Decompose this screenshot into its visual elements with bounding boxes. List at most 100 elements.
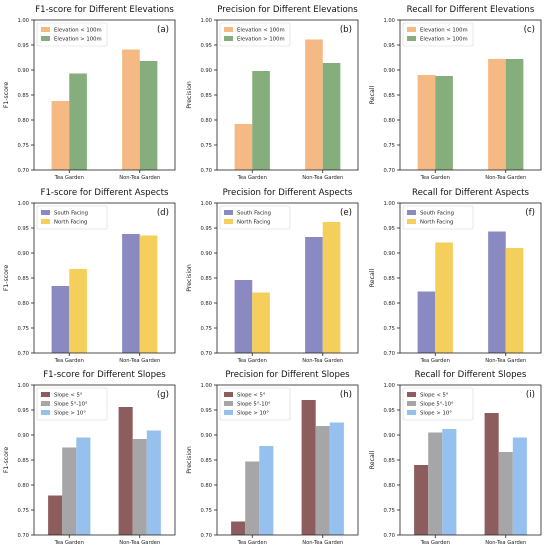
y-tick-label: 0.80 xyxy=(17,483,29,489)
y-tick-label: 0.75 xyxy=(200,508,212,514)
y-tick-label: 1.00 xyxy=(383,18,395,24)
y-tick-label: 0.80 xyxy=(383,483,395,489)
y-tick-label: 1.00 xyxy=(383,201,395,207)
panel-label: (e) xyxy=(340,208,352,218)
legend xyxy=(219,387,291,421)
x-tick-label: Tea Garden xyxy=(237,540,267,546)
legend xyxy=(219,205,291,230)
chart-panel-c: Recall for Different Elevations 0.70 0.75 0… xyxy=(369,5,542,181)
chart-panel-d: F1-score for Different Aspects 0.70 0.75 0.… xyxy=(3,188,176,364)
y-tick-label: 0.90 xyxy=(200,68,212,74)
legend-label: Slope < 5° xyxy=(420,393,449,399)
legend-label: Slope > 10° xyxy=(54,411,86,417)
bar xyxy=(146,430,161,535)
y-tick-label: 0.85 xyxy=(17,458,29,464)
legend xyxy=(36,22,108,47)
x-tick-label: Non-Tea Garden xyxy=(119,540,160,546)
legend xyxy=(402,387,474,421)
panel-label: (f) xyxy=(525,208,535,218)
x-tick-label: Tea Garden xyxy=(237,358,267,364)
bar xyxy=(305,237,323,353)
x-tick-label: Tea Garden xyxy=(54,540,84,546)
chart-panel-h: Precision for Different Slopes 0.70 0.75 0.… xyxy=(186,370,359,546)
legend-swatch xyxy=(41,392,50,397)
y-axis-label: Precision xyxy=(186,264,193,292)
bar xyxy=(322,63,341,170)
bar xyxy=(305,39,323,170)
plot-frame xyxy=(399,202,542,354)
plot-frame xyxy=(33,384,176,536)
bar xyxy=(122,234,140,353)
bar xyxy=(322,222,341,353)
y-tick-label: 1.00 xyxy=(17,383,29,389)
bar xyxy=(484,413,499,535)
legend-swatch xyxy=(224,219,233,224)
legend-swatch xyxy=(407,392,416,397)
bar xyxy=(417,291,436,353)
bar xyxy=(329,422,344,535)
bar xyxy=(132,439,147,535)
legend-label: Slope 5°-10° xyxy=(237,402,271,408)
y-tick-label: 0.80 xyxy=(200,301,212,307)
y-tick-label: 0.80 xyxy=(17,118,29,124)
y-tick-label: 0.70 xyxy=(17,351,29,357)
y-axis-label: F1-score xyxy=(3,82,10,109)
x-tick-label: Tea Garden xyxy=(420,358,450,364)
bar xyxy=(442,429,457,535)
legend-label: Elevation < 100m xyxy=(237,28,285,34)
legend-swatch xyxy=(224,410,233,415)
y-tick-label: 0.85 xyxy=(17,93,29,99)
y-tick-label: 0.95 xyxy=(17,43,29,49)
x-tick-label: Non-Tea Garden xyxy=(119,175,160,181)
y-tick-label: 0.90 xyxy=(383,68,395,74)
x-tick-label: Tea Garden xyxy=(237,175,267,181)
bar xyxy=(69,73,87,170)
y-tick-label: 0.95 xyxy=(383,226,395,232)
chart-panel-f: Recall for Different Aspects 0.70 0.75 0.80… xyxy=(369,188,542,364)
y-tick-label: 1.00 xyxy=(200,201,212,207)
chart-title: F1-score for Different Aspects xyxy=(41,188,169,198)
legend-label: Slope 5°-10° xyxy=(54,402,88,408)
y-axis-label: F1-score xyxy=(3,265,10,292)
legend-swatch xyxy=(407,410,416,415)
y-tick-label: 0.85 xyxy=(383,276,395,282)
legend-label: Elevation < 100m xyxy=(420,28,468,34)
bar xyxy=(435,242,453,353)
legend-swatch xyxy=(41,219,50,224)
bar xyxy=(498,452,513,535)
bar xyxy=(51,101,70,170)
legend-label: Elevation > 100m xyxy=(54,37,102,43)
y-tick-label: 0.75 xyxy=(17,326,29,332)
y-tick-label: 0.85 xyxy=(200,458,212,464)
y-tick-label: 1.00 xyxy=(17,18,29,24)
bar xyxy=(488,59,506,170)
panel-label: (b) xyxy=(340,25,352,35)
legend xyxy=(36,205,108,230)
bar xyxy=(505,59,524,170)
x-tick-label: Non-Tea Garden xyxy=(302,540,343,546)
y-tick-label: 0.75 xyxy=(383,326,395,332)
legend-label: South Facing xyxy=(237,211,271,217)
y-tick-label: 0.95 xyxy=(383,408,395,414)
y-tick-label: 0.80 xyxy=(200,118,212,124)
plot-frame xyxy=(216,384,359,536)
bar xyxy=(315,426,330,535)
y-tick-label: 0.75 xyxy=(200,143,212,149)
bar xyxy=(234,124,253,170)
legend-swatch xyxy=(224,27,233,32)
legend-label: Slope < 5° xyxy=(54,393,83,399)
legend-label: Slope > 10° xyxy=(420,411,452,417)
legend-label: Slope > 10° xyxy=(237,411,269,417)
y-tick-label: 1.00 xyxy=(17,201,29,207)
chart-panel-a: F1-score for Different Elevations 0.70 0.7… xyxy=(3,5,176,181)
y-tick-label: 0.70 xyxy=(17,533,29,539)
x-tick-label: Tea Garden xyxy=(420,540,450,546)
legend-label: North Facing xyxy=(237,220,270,226)
legend xyxy=(219,22,291,47)
panel-label: (a) xyxy=(157,25,169,35)
y-tick-label: 0.90 xyxy=(17,251,29,257)
legend-swatch xyxy=(41,410,50,415)
panel-label: (i) xyxy=(526,390,535,400)
plot-frame xyxy=(216,202,359,354)
bar xyxy=(301,400,316,535)
